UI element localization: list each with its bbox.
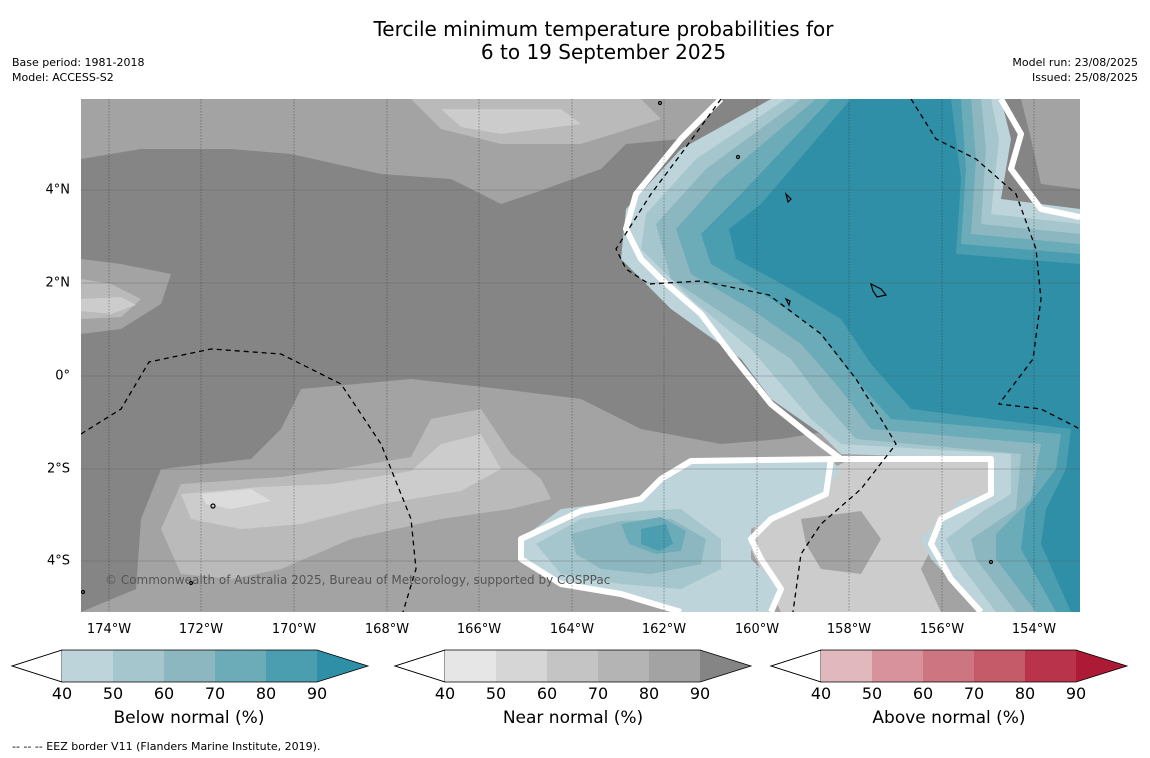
legend-above-tick: 60 bbox=[912, 684, 934, 703]
legend-swatch-near-2 bbox=[547, 650, 598, 682]
legend-below-tick: 80 bbox=[255, 684, 277, 703]
lat-label-2n: 2°N bbox=[45, 275, 71, 291]
legend-swatch-near-0 bbox=[445, 650, 496, 682]
legend-near-tick: 40 bbox=[434, 684, 456, 703]
legend-swatch-near-3 bbox=[598, 650, 649, 682]
legend-above-tick: 80 bbox=[1014, 684, 1036, 703]
eez-borders bbox=[81, 99, 1080, 612]
base-period: Base period: 1981-2018 bbox=[12, 56, 145, 69]
legend-swatch-above-2 bbox=[923, 650, 974, 682]
legend-below-normal-bar bbox=[10, 649, 370, 683]
lon-label-172w: 172°W bbox=[178, 622, 224, 637]
boundary-contour-east bbox=[623, 99, 994, 612]
legend-swatch-above-0 bbox=[821, 650, 872, 682]
meta-right: Model run: 23/08/2025 Issued: 25/08/2025 bbox=[1012, 55, 1138, 85]
legend-above-normal-bar bbox=[769, 649, 1129, 683]
boundary-contour-northeast bbox=[998, 99, 1080, 220]
lon-label-170w: 170°W bbox=[271, 622, 317, 637]
legend-swatch-above-4 bbox=[1025, 650, 1076, 682]
legend-above-tick: 40 bbox=[810, 684, 832, 703]
lon-label-166w: 166°W bbox=[456, 622, 502, 637]
islands bbox=[81, 100, 994, 595]
boundary-contour-southeast bbox=[748, 458, 834, 612]
lon-label-162w: 162°W bbox=[641, 622, 687, 637]
legend-above-tick: 90 bbox=[1065, 684, 1087, 703]
lon-label-168w: 168°W bbox=[364, 622, 410, 637]
legend-below-tick: 70 bbox=[204, 684, 226, 703]
title-line-1: Tercile minimum temperature probabilitie… bbox=[373, 17, 834, 41]
legend-swatch-above-1 bbox=[872, 650, 923, 682]
legend-below-normal-label: Below normal (%) bbox=[113, 708, 265, 728]
lon-label-174w: 174°W bbox=[86, 622, 132, 637]
legend-swatch-near-1 bbox=[496, 650, 547, 682]
legend-above-tick: 70 bbox=[963, 684, 985, 703]
legend-near-tick: 70 bbox=[587, 684, 609, 703]
model-name: Model: ACCESS-S2 bbox=[12, 71, 114, 84]
legend-swatch-below-0 bbox=[62, 650, 113, 682]
chart-title: Tercile minimum temperature probabilitie… bbox=[0, 18, 1150, 64]
legend-near-normal-label: Near normal (%) bbox=[502, 708, 644, 728]
lat-label-0: 0° bbox=[55, 368, 70, 384]
legend-near-normal-bar bbox=[393, 649, 753, 683]
legend-swatch-near-5 bbox=[700, 650, 751, 682]
legend-above-normal-colorbar bbox=[769, 649, 1129, 683]
lat-label-2s: 2°S bbox=[46, 461, 70, 477]
eez-footnote: -- -- -- EEZ border V11 (Flanders Marine… bbox=[12, 740, 321, 753]
legend-swatch-below-4 bbox=[266, 650, 317, 682]
lon-label-158w: 158°W bbox=[826, 622, 872, 637]
probability-map bbox=[81, 99, 1080, 612]
map-gridlines bbox=[81, 99, 1080, 612]
legend-swatch-above-5 bbox=[1076, 650, 1127, 682]
legend-swatch-below-5 bbox=[317, 650, 368, 682]
legend-above-normal-label: Above normal (%) bbox=[872, 708, 1026, 728]
lon-label-164w: 164°W bbox=[549, 622, 595, 637]
legend-near-tick: 80 bbox=[638, 684, 660, 703]
legend-below-normal-colorbar bbox=[10, 649, 370, 683]
legend-swatch-above-3 bbox=[974, 650, 1025, 682]
lon-label-156w: 156°W bbox=[919, 622, 965, 637]
legend-below-tick: 90 bbox=[306, 684, 328, 703]
lon-label-154w: 154°W bbox=[1011, 622, 1057, 637]
lat-label-4n: 4°N bbox=[45, 182, 71, 198]
near-normal-60-region-south bbox=[181, 434, 501, 529]
legend-above-tick: 50 bbox=[861, 684, 883, 703]
near-normal-50-region-south bbox=[201, 489, 271, 509]
copyright-notice: © Commonwealth of Australia 2025, Bureau… bbox=[105, 573, 611, 587]
legend-swatch-below-3 bbox=[215, 650, 266, 682]
legend-below-tick: 40 bbox=[51, 684, 73, 703]
model-run: Model run: 23/08/2025 bbox=[1012, 56, 1138, 69]
lon-label-160w: 160°W bbox=[734, 622, 780, 637]
near-normal-60-region bbox=[441, 109, 581, 134]
legend-below-tick: 50 bbox=[102, 684, 124, 703]
near-normal-60-region-west bbox=[81, 297, 136, 314]
lat-label-4s: 4°S bbox=[46, 553, 70, 569]
meta-left: Base period: 1981-2018 Model: ACCESS-S2 bbox=[12, 55, 144, 85]
below-normal-90-region-east bbox=[729, 99, 1080, 612]
boundary-contour-south bbox=[518, 456, 842, 612]
legend-swatch-near-4 bbox=[649, 650, 700, 682]
near-normal-80-region-southeast bbox=[801, 511, 881, 574]
map-canvas bbox=[81, 99, 1080, 612]
title-line-2: 6 to 19 September 2025 bbox=[480, 40, 727, 64]
legend-swatch-below-2 bbox=[164, 650, 215, 682]
legend-near-tick: 50 bbox=[485, 684, 507, 703]
legend-swatch-below-1 bbox=[113, 650, 164, 682]
near-normal-80-region-northeast bbox=[1021, 99, 1080, 189]
legend-below-tick: 60 bbox=[153, 684, 175, 703]
below-normal-80-region-south bbox=[641, 524, 673, 551]
legend-near-tick: 60 bbox=[536, 684, 558, 703]
issued-date: Issued: 25/08/2025 bbox=[1031, 71, 1138, 84]
legend-near-normal-colorbar bbox=[393, 649, 753, 683]
legend-near-tick: 90 bbox=[689, 684, 711, 703]
